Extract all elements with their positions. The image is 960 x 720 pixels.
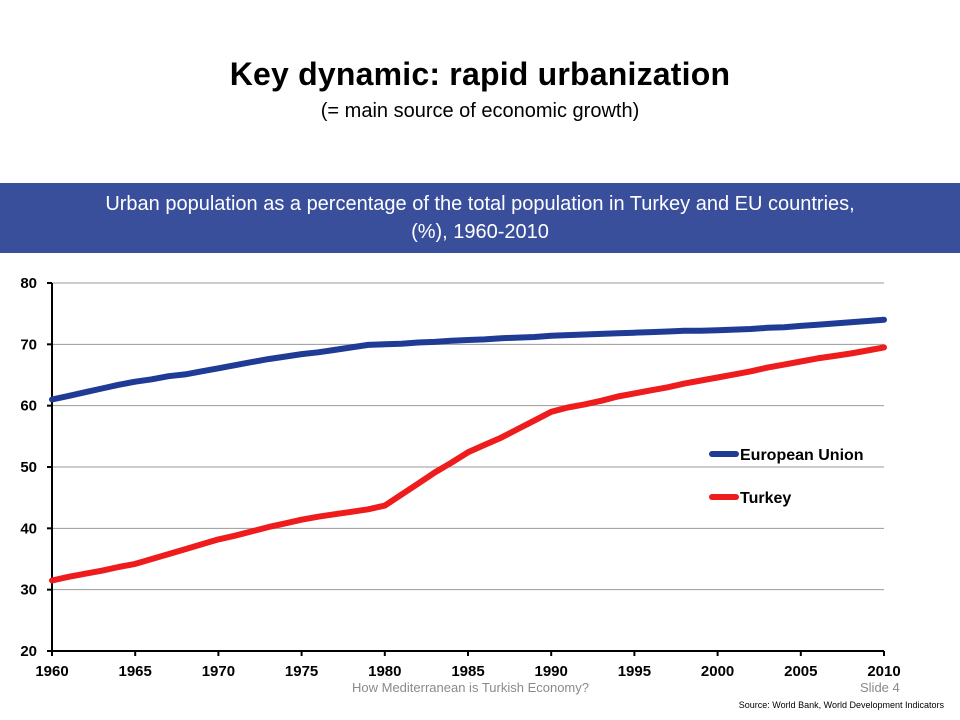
x-tick-label-2000: 2000 xyxy=(701,663,734,680)
slide-subtitle: (= main source of economic growth) xyxy=(320,100,640,122)
x-tick-label-1970: 1970 xyxy=(202,663,235,680)
slide-number: Slide 4 xyxy=(860,680,900,695)
source-note: Source: World Bank, World Development In… xyxy=(738,700,944,710)
banner-line-1: Urban population as a percentage of the … xyxy=(105,193,855,215)
y-tick-label-40: 40 xyxy=(20,520,37,537)
line-chart: 20 30 40 50 60 70 80 1960 1965 1970 1975 1980 1985 19… xyxy=(20,275,900,680)
banner-line-2: (%), 1960-2010 xyxy=(411,221,549,243)
x-tick-label-1990: 1990 xyxy=(535,663,568,680)
chart-banner-text: Urban population as a percentage of the … xyxy=(105,190,854,246)
y-tick-label-80: 80 xyxy=(20,275,37,292)
legend-label-turkey: Turkey xyxy=(740,490,791,507)
x-tick-label-1960: 1960 xyxy=(35,663,68,680)
chart-area: 20 30 40 50 60 70 80 1960 1965 1970 1975 1980 1985 19… xyxy=(0,262,960,692)
series-line-european-union xyxy=(49,316,887,403)
legend-label-european-union: European Union xyxy=(740,447,864,464)
y-tick-label-70: 70 xyxy=(20,336,37,353)
chart-banner: Urban population as a percentage of the … xyxy=(0,183,960,253)
x-tick-label-2010: 2010 xyxy=(867,663,900,680)
slide-title: Key dynamic: rapid urbanization xyxy=(229,56,731,92)
y-tick-label-50: 50 xyxy=(20,459,37,476)
y-tick-label-30: 30 xyxy=(20,582,37,599)
x-tick-label-2005: 2005 xyxy=(784,663,817,680)
y-tick-label-60: 60 xyxy=(20,398,37,415)
x-tick-label-1980: 1980 xyxy=(368,663,401,680)
y-tick-label-20: 20 xyxy=(20,643,37,660)
footer-text: How Mediterranean is Turkish Economy? xyxy=(352,680,589,695)
x-tick-label-1965: 1965 xyxy=(119,663,152,680)
series-line-turkey xyxy=(49,344,887,584)
x-tick-label-1975: 1975 xyxy=(285,663,318,680)
x-tick-label-1985: 1985 xyxy=(451,663,484,680)
x-tick-label-1995: 1995 xyxy=(618,663,651,680)
